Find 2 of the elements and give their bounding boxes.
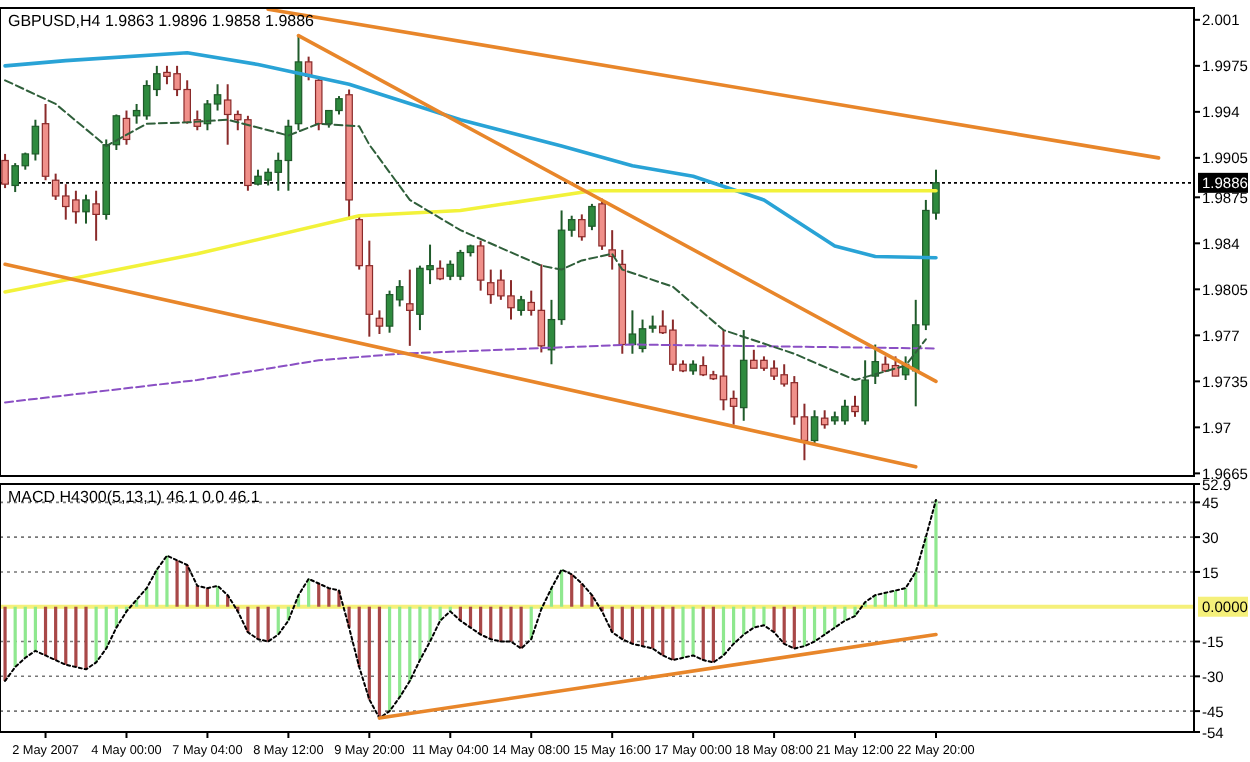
chart-title: MACD H4300(5,13,1) 46.1 0.0 46.1 bbox=[8, 488, 261, 506]
chart-title: GBPUSD,H4 1.9863 1.9896 1.9858 1.9886 bbox=[8, 12, 316, 30]
